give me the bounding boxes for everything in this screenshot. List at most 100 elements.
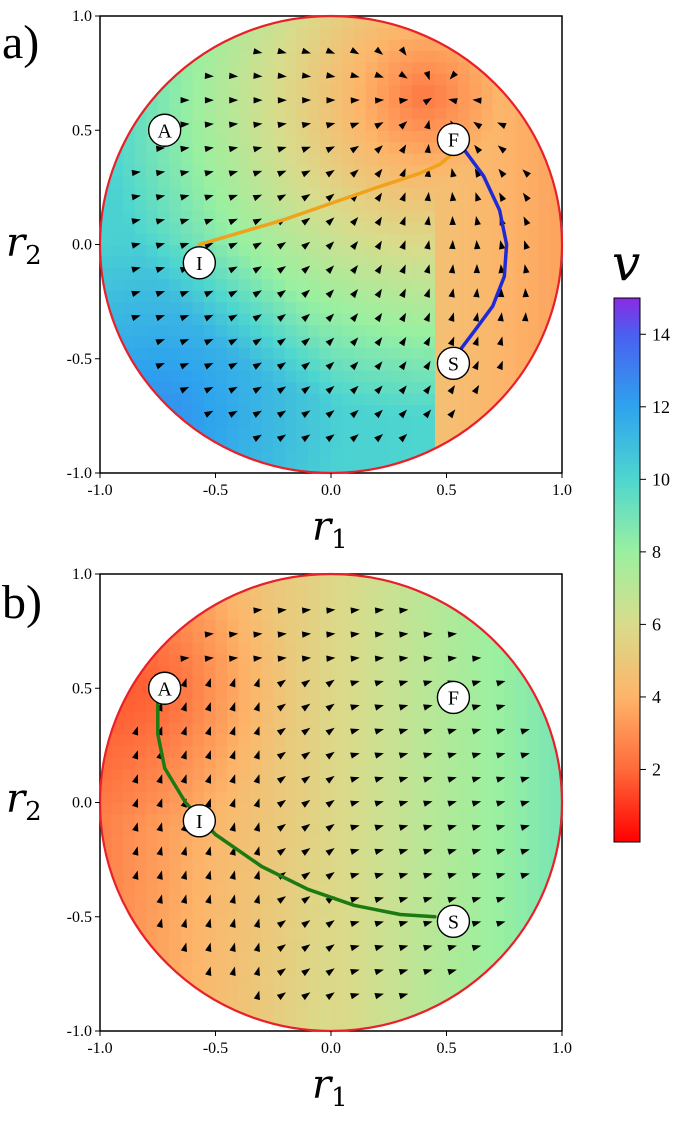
- vector-arrow: [521, 312, 529, 322]
- vector-arrow: [448, 288, 455, 298]
- vector-arrow: [301, 337, 311, 347]
- vector-arrow: [374, 361, 383, 371]
- path-F-to-S: [458, 149, 509, 352]
- colorbar-ticks: 2 4 6 8 10 12 14: [640, 324, 670, 779]
- vector-arrow: [423, 70, 430, 81]
- colorbar: v 2 4 6 8 10 12 14: [612, 234, 670, 843]
- vector-arrow: [301, 386, 311, 395]
- panel-a-ticks: -1.0 -0.5 0.0 0.5 1.0 -1.0 -0.5 0.0 0.5 1.0: [67, 8, 572, 499]
- vector-arrow: [204, 170, 214, 177]
- vector-arrow: [301, 72, 312, 79]
- vector-arrow: [374, 704, 384, 711]
- vector-arrow: [399, 631, 409, 638]
- vector-arrow: [204, 750, 212, 760]
- vector-arrow: [325, 217, 335, 226]
- vector-arrow: [277, 146, 287, 153]
- vector-arrow: [180, 170, 190, 177]
- vector-arrow: [350, 944, 360, 952]
- vector-arrow: [301, 896, 311, 904]
- vector-arrow: [350, 607, 360, 614]
- vector-arrow: [349, 409, 359, 419]
- vector-arrow: [374, 288, 383, 299]
- vector-arrow: [520, 752, 530, 759]
- point-label: F: [448, 687, 459, 709]
- vector-arrow: [398, 800, 409, 807]
- vector-arrow: [205, 846, 212, 856]
- panel-b-ticks: -1.0 -0.5 0.0 0.5 1.0 -1.0 -0.5 0.0 0.5 1.0: [67, 566, 572, 1057]
- vector-arrow: [447, 872, 457, 879]
- vector-arrow: [252, 194, 263, 202]
- vector-arrow: [132, 750, 139, 760]
- vector-arrow: [131, 242, 141, 249]
- vector-arrow: [203, 314, 214, 322]
- vector-arrow: [252, 314, 262, 322]
- vector-arrow: [398, 896, 409, 903]
- vector-arrow: [229, 894, 236, 904]
- vector-arrow: [398, 46, 407, 56]
- vector-arrow: [301, 631, 312, 638]
- vector-arrow: [156, 822, 163, 832]
- vector-arrow: [423, 288, 430, 298]
- vector-arrow: [398, 409, 408, 419]
- vector-arrow: [276, 434, 287, 443]
- vector-arrow: [349, 145, 360, 154]
- vector-arrow: [496, 336, 504, 346]
- vector-arrow: [229, 870, 236, 880]
- panel-a-ylabel: r2: [6, 220, 42, 271]
- vector-arrow: [325, 289, 335, 299]
- vector-arrow: [325, 337, 335, 347]
- vector-arrow: [449, 240, 456, 250]
- vector-arrow: [374, 872, 384, 879]
- vector-arrow: [204, 145, 214, 153]
- vector-arrow: [474, 144, 483, 154]
- y-tick-label: 1.0: [72, 566, 92, 583]
- vector-arrow: [523, 216, 531, 226]
- vector-arrow: [449, 191, 457, 202]
- vector-arrow: [180, 702, 187, 712]
- vector-arrow: [180, 121, 190, 128]
- vector-arrow: [374, 920, 384, 928]
- path-I-to-F: [197, 151, 456, 247]
- vector-arrow: [398, 361, 407, 371]
- vector-arrow: [350, 704, 360, 711]
- vector-arrow: [471, 920, 482, 928]
- vector-arrow: [374, 896, 384, 903]
- y-tick-label: 0.0: [72, 795, 92, 812]
- colorbar-tick-label: 14: [652, 324, 670, 344]
- vector-arrow: [350, 264, 359, 275]
- vector-arrow: [276, 847, 287, 856]
- vector-arrow: [156, 798, 163, 808]
- vector-arrow: [374, 264, 382, 275]
- vector-arrow: [325, 799, 335, 808]
- vector-arrow: [447, 728, 457, 735]
- vector-arrow: [474, 168, 482, 178]
- vector-arrow: [253, 72, 263, 79]
- vector-arrow: [228, 218, 238, 226]
- vector-arrow: [447, 848, 457, 855]
- y-tick-label: 0.0: [72, 237, 92, 254]
- vector-arrow: [399, 655, 409, 662]
- panel-a-paths: [197, 149, 509, 352]
- vector-arrow: [132, 726, 139, 736]
- vector-arrow: [155, 290, 166, 298]
- vector-arrow: [398, 680, 409, 687]
- vector-arrow: [349, 216, 359, 226]
- vector-arrow: [325, 968, 335, 977]
- y-tick-label: 0.5: [72, 680, 92, 697]
- vector-arrow: [374, 968, 384, 976]
- vector-arrow: [252, 434, 262, 442]
- vector-arrow: [423, 312, 430, 323]
- vector-arrow: [374, 824, 384, 831]
- vector-arrow: [253, 870, 260, 880]
- colorbar-label: v: [612, 234, 640, 292]
- x-tick-label: 0.0: [321, 482, 341, 499]
- colorbar-gradient: [613, 297, 641, 843]
- vector-arrow: [252, 218, 263, 226]
- vector-arrow: [179, 290, 190, 298]
- vector-arrow: [447, 385, 455, 395]
- vector-arrow: [399, 192, 406, 202]
- vector-arrow: [301, 607, 312, 614]
- vector-arrow: [448, 264, 456, 274]
- vector-arrow: [326, 607, 336, 614]
- vector-arrow: [497, 312, 504, 322]
